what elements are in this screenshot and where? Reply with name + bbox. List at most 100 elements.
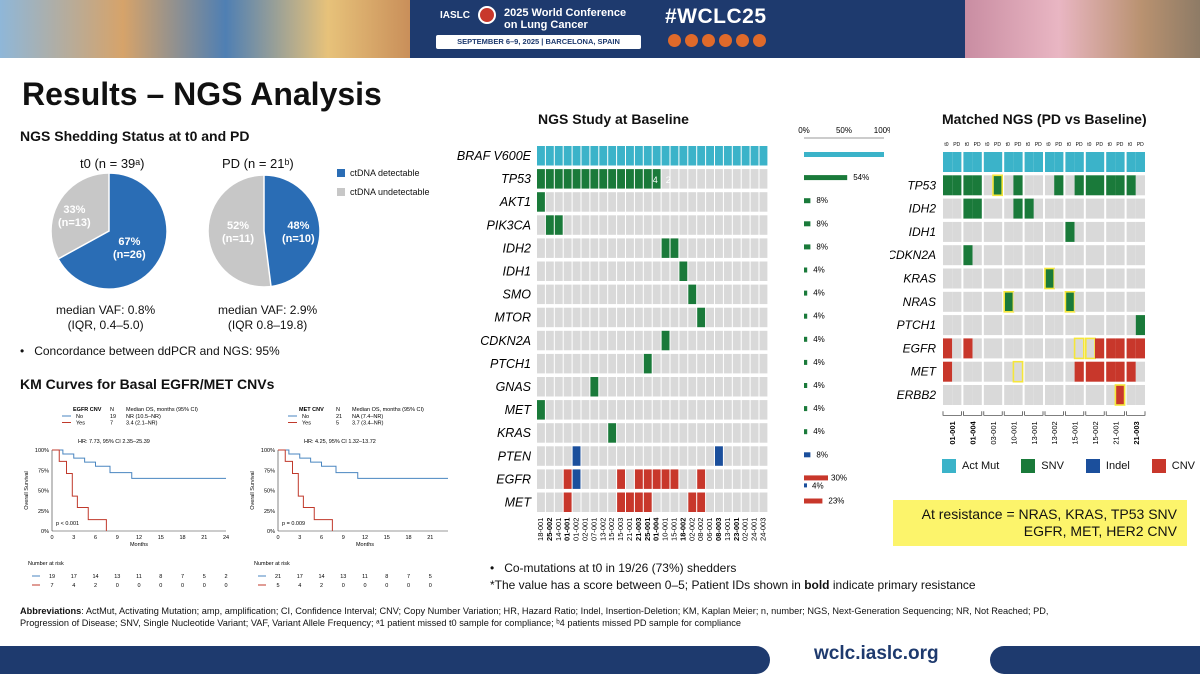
matched-cell bbox=[1106, 315, 1116, 336]
km-hr: HR: 7.73, 95% CI 2.35–25.39 bbox=[78, 439, 150, 445]
oncoprint-cell bbox=[661, 377, 670, 397]
gene-label: SMO bbox=[503, 288, 532, 302]
oncoprint-cell bbox=[679, 169, 688, 189]
pct-bar bbox=[804, 267, 808, 273]
oncoprint-cell bbox=[537, 469, 545, 489]
oncoprint-cell bbox=[759, 284, 768, 305]
oncoprint-cell bbox=[537, 307, 545, 328]
matched-cell bbox=[1095, 338, 1105, 359]
matched-title: Matched NGS (PD vs Baseline) bbox=[942, 111, 1147, 127]
oncoprint-cell bbox=[608, 353, 617, 374]
matched-cell bbox=[993, 198, 1003, 219]
matched-cell bbox=[1065, 385, 1075, 405]
oncoprint-cell bbox=[537, 169, 545, 189]
pd-undetectable-pct: 52% bbox=[227, 220, 250, 232]
oncoprint-cell bbox=[599, 492, 608, 512]
oncoprint-cell bbox=[741, 469, 750, 489]
matched-cell bbox=[1013, 315, 1023, 336]
matched-cell bbox=[1095, 361, 1105, 382]
matched-cell bbox=[943, 291, 953, 312]
legend-swatch bbox=[1085, 459, 1100, 473]
oncoprint-cell bbox=[732, 400, 741, 420]
oncoprint-cell bbox=[590, 215, 599, 235]
matched-gene-label: PTCH1 bbox=[897, 318, 936, 332]
oncoprint-cell bbox=[759, 261, 768, 281]
oncoprint-cell bbox=[688, 261, 697, 281]
oncoprint-cell bbox=[715, 423, 723, 443]
oncoprint-cell bbox=[634, 330, 643, 351]
km-xtick: 21 bbox=[201, 535, 207, 541]
footer-url[interactable]: wclc.iaslc.org bbox=[814, 643, 939, 664]
oncoprint-cell bbox=[688, 215, 697, 235]
pct-label: 23% bbox=[828, 497, 844, 506]
pct-bar bbox=[804, 290, 808, 296]
matched-cell bbox=[1054, 198, 1064, 219]
matched-cell bbox=[1024, 268, 1034, 289]
matched-cell bbox=[993, 245, 1003, 266]
oncoprint-cell bbox=[626, 330, 634, 351]
oncoprint-cell bbox=[750, 400, 759, 420]
matched-cell bbox=[1135, 385, 1145, 405]
matched-act-cell bbox=[1115, 152, 1125, 172]
oncoprint-cell bbox=[545, 169, 554, 189]
youtube-icon[interactable] bbox=[736, 34, 749, 47]
matched-cell bbox=[1135, 315, 1145, 336]
km-risk-value: 2 bbox=[320, 583, 323, 589]
oncoprint-cell bbox=[759, 238, 768, 258]
matched-cell bbox=[1024, 338, 1034, 359]
km-xtick: 0 bbox=[50, 535, 53, 541]
km-pvalue: p = 0.009 bbox=[282, 521, 305, 527]
oncoprint-cell bbox=[643, 400, 652, 420]
oncoprint-cell bbox=[554, 284, 563, 305]
matched-cell bbox=[1115, 175, 1125, 196]
matched-cell bbox=[1033, 245, 1043, 266]
slide-title: Results – NGS Analysis bbox=[22, 76, 382, 112]
t0-vaf: median VAF: 0.8% (IQR, 0.4–5.0) bbox=[56, 303, 155, 333]
oncoprint-cell bbox=[732, 261, 741, 281]
oncoprint-cell bbox=[617, 238, 625, 258]
matched-cell bbox=[952, 245, 962, 266]
legend-indel: Indel bbox=[1085, 459, 1130, 473]
matched-cell bbox=[1065, 361, 1075, 382]
linkedin-icon[interactable] bbox=[685, 34, 698, 47]
matched-cell bbox=[1004, 245, 1014, 266]
wechat-icon[interactable] bbox=[753, 34, 766, 47]
facebook-icon[interactable] bbox=[668, 34, 681, 47]
matched-act-cell bbox=[1085, 152, 1095, 172]
instagram-icon[interactable] bbox=[719, 34, 732, 47]
note-bold: bold bbox=[804, 578, 830, 592]
matched-cell bbox=[1033, 221, 1043, 242]
oncoprint-cell bbox=[537, 446, 545, 466]
matched-cell bbox=[1135, 338, 1145, 359]
t0-pie bbox=[50, 172, 168, 290]
matched-cell bbox=[1115, 315, 1125, 336]
patient-id: 01-001 bbox=[563, 518, 572, 541]
abbreviations: Abbreviations: ActMut, Activating Mutati… bbox=[20, 605, 1190, 629]
oncoprint-cell bbox=[679, 146, 688, 166]
matched-cell bbox=[963, 198, 973, 219]
oncoprint-cell bbox=[715, 469, 723, 489]
matched-cell bbox=[1064, 291, 1076, 313]
matched-cell bbox=[1013, 175, 1023, 196]
matched-gene-label: EGFR bbox=[903, 341, 937, 355]
matched-cell bbox=[1065, 245, 1075, 266]
oncoprint-cell bbox=[545, 330, 554, 351]
oncoprint-cell bbox=[706, 492, 714, 512]
oncoprint-cell bbox=[679, 423, 688, 443]
matched-cell bbox=[1013, 268, 1023, 289]
matched-cell bbox=[1004, 221, 1014, 242]
x-icon[interactable] bbox=[702, 34, 715, 47]
tp-label: t0 bbox=[1026, 142, 1030, 148]
pd-vaf-iqr: (IQR 0.8–19.8) bbox=[227, 318, 308, 332]
oncoprint-cell bbox=[723, 377, 732, 397]
km-ylabel: Overall Survival bbox=[250, 471, 256, 510]
tp-label: PD bbox=[974, 142, 981, 148]
oncoprint-cell bbox=[732, 284, 741, 305]
oncoprint-cell bbox=[545, 261, 554, 281]
oncoprint-cell bbox=[626, 261, 634, 281]
pct-label: 4% bbox=[813, 289, 825, 298]
matched-cell bbox=[1126, 175, 1136, 196]
pct-tick: 0% bbox=[798, 126, 810, 135]
km-panel: MET CNV N Median OS, months (95% CI) No 21 NA… bbox=[250, 407, 448, 589]
oncoprint-cell bbox=[634, 446, 643, 466]
